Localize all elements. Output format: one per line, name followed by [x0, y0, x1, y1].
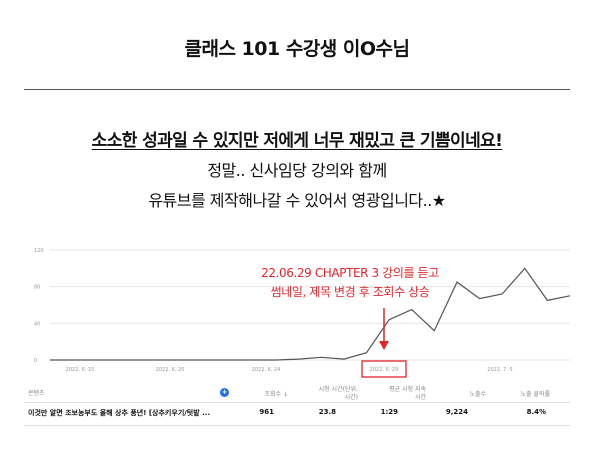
- x-tick-label: 2022. 6. 29: [370, 367, 399, 373]
- y-tick-label: 80: [34, 285, 40, 291]
- annotation-arrow-head: [379, 341, 389, 350]
- chart-annotation: 22.06.29 CHAPTER 3 강의를 듣고 썸네일, 제목 변경 후 조…: [200, 264, 500, 302]
- header-views[interactable]: 조회수 ↓: [264, 391, 289, 398]
- highlight-box: [361, 360, 407, 378]
- x-tick-label: 2022. 6. 24: [252, 367, 281, 373]
- y-tick-label: 40: [34, 321, 40, 327]
- header-content: 콘텐츠: [28, 390, 45, 397]
- header-ctr[interactable]: 노출 클릭률: [520, 391, 550, 398]
- row-title[interactable]: 이것만 알면 조보농부도 올해 상추 풍년! [상추키우기/텃밭 ...: [28, 409, 211, 417]
- chart-svg: 120 80 40 0 2022. 6. 15 2022. 6. 20 2022. 6. 2…: [34, 248, 571, 378]
- info-icon[interactable]: +: [220, 388, 229, 397]
- x-tick-label: 2022. 6. 20: [156, 367, 185, 373]
- series-line: [50, 267, 571, 361]
- views-line-chart: 120 80 40 0 2022. 6. 15 2022. 6. 20 2022. 6. 2…: [0, 240, 594, 380]
- row-avg-duration: 1:29: [380, 408, 398, 416]
- annotation-line-2: 썸네일, 제목 변경 후 조회수 상승: [270, 285, 430, 299]
- header-avg-duration[interactable]: 평균 시청 지속 시간: [389, 386, 426, 401]
- analytics-table: 콘텐츠 + 조회수 ↓ 시청 시간(단위: 시간) 평균 시청 지속 시간 노출…: [24, 386, 570, 426]
- quote-headline: 소소한 성과일 수 있지만 저에게 너무 재밌고 큰 기쁨이네요!: [0, 126, 594, 151]
- header-impressions[interactable]: 노출수: [469, 391, 486, 398]
- row-views: 961: [259, 408, 274, 416]
- row-watch-time: 23.8: [318, 408, 336, 416]
- page-title: 클래스 101 수강생 이O수님: [184, 38, 410, 60]
- header-watch-time[interactable]: 시청 시간(단위: 시간): [318, 386, 358, 401]
- x-tick-label: 2022. 7. 5: [487, 367, 512, 373]
- row-impressions: 9,224: [445, 408, 468, 416]
- table-row-divider: [24, 425, 570, 426]
- y-tick-label: 0: [34, 358, 37, 364]
- table-header-divider: [24, 402, 570, 403]
- quote-line-2: 정말.. 신사임당 강의와 함께: [207, 161, 387, 180]
- quote-headline-text: 소소한 성과일 수 있지만 저에게 너무 재밌고 큰 기쁨이네요!: [91, 131, 503, 151]
- y-tick-label: 120: [34, 248, 44, 254]
- divider: [24, 89, 570, 90]
- quote-line-3: 유튜브를 제작해나갈 수 있어서 영광입니다..★: [148, 191, 446, 210]
- annotation-line-1: 22.06.29 CHAPTER 3 강의를 듣고: [261, 266, 439, 280]
- x-tick-label: 2022. 6. 15: [66, 367, 95, 373]
- row-ctr: 8.4%: [526, 408, 546, 416]
